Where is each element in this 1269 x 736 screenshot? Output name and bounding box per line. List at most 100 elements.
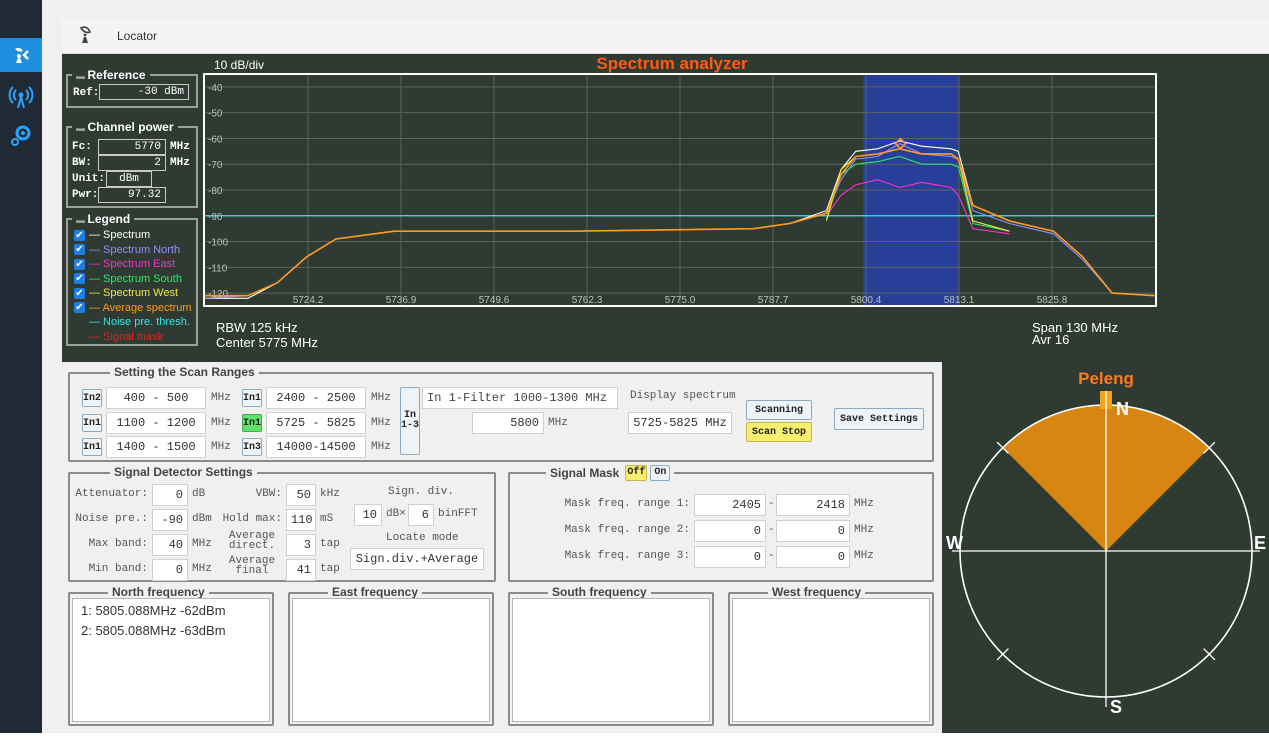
- fc-unit: MHz: [170, 141, 190, 153]
- in1-button-4[interactable]: In1: [242, 389, 262, 407]
- y-tick-label: -90: [208, 212, 223, 223]
- mask-range-2-unit: MHz: [854, 524, 874, 536]
- sign-div-bin-field[interactable]: 6: [408, 504, 434, 526]
- spectrum-area: Reference Ref: -30 dBm Channel power Fc:…: [62, 54, 1269, 362]
- attenuator-unit: dB: [192, 488, 206, 500]
- fc-field[interactable]: 5770: [98, 139, 166, 155]
- scan-stop-button[interactable]: Scan Stop: [746, 422, 812, 442]
- legend-item-label: — Spectrum North: [89, 243, 181, 256]
- unit-label: Unit:: [72, 173, 106, 185]
- tab-locator[interactable]: Locator: [117, 29, 158, 43]
- mask-range-3-from[interactable]: 0: [694, 546, 766, 568]
- mask-range-2-from[interactable]: 0: [694, 520, 766, 542]
- sidebar-item-locator[interactable]: [0, 38, 42, 72]
- north-frequency-line-1: 1: 5805.088MHz -62dBm: [81, 603, 226, 618]
- satellite-dish-icon[interactable]: [76, 24, 98, 48]
- legend-item[interactable]: — Signal mask: [74, 330, 163, 344]
- unit-field[interactable]: dBm: [106, 171, 152, 187]
- legend-item[interactable]: ✔ — Spectrum West: [74, 286, 178, 300]
- mhz-5: MHz: [371, 417, 391, 429]
- in-1-3-line1: In: [403, 410, 416, 421]
- sidebar-item-settings[interactable]: [0, 118, 42, 152]
- x-tick-label: 5749.6: [479, 295, 510, 306]
- east-frequency-textarea[interactable]: [292, 598, 490, 722]
- signal-mask-box: Signal Mask Off On Mask freq. range 1: 2…: [508, 465, 934, 582]
- mask-on-button[interactable]: On: [650, 465, 671, 481]
- in2-button-1[interactable]: In2: [82, 389, 102, 407]
- bw-field[interactable]: 2: [98, 155, 166, 171]
- locate-mode-label: Locate mode: [386, 532, 459, 544]
- display-spectrum-field[interactable]: 5725-5825 MHz: [628, 412, 732, 434]
- series-line: [204, 147, 1157, 297]
- save-settings-button[interactable]: Save Settings: [834, 408, 924, 430]
- scan-range-5[interactable]: 5725 - 5825: [266, 412, 366, 434]
- tab-bar: Locator: [62, 18, 1269, 54]
- west-frequency-textarea[interactable]: [732, 598, 930, 722]
- legend-item[interactable]: ✔ — Average spectrum: [74, 301, 192, 315]
- in1-button-2[interactable]: In1: [82, 414, 102, 432]
- legend-title: Legend: [72, 211, 135, 228]
- avg-final-field[interactable]: 41: [286, 559, 316, 581]
- in1-button-5-active[interactable]: In1: [242, 414, 262, 432]
- ref-value-field[interactable]: -30 dBm: [99, 84, 189, 100]
- legend-item[interactable]: — Noise pre. thresh.: [74, 315, 190, 329]
- scanning-button[interactable]: Scanning: [746, 400, 812, 420]
- checkbox-empty-icon[interactable]: [74, 331, 85, 342]
- legend-item[interactable]: ✔ — Spectrum East: [74, 257, 175, 271]
- sign-div-db-field[interactable]: 10: [354, 504, 382, 526]
- bw-unit: MHz: [170, 157, 190, 169]
- holdmax-unit: mS: [320, 513, 334, 525]
- holdmax-field[interactable]: 110: [286, 509, 316, 531]
- scan-range-1[interactable]: 400 - 500: [106, 387, 206, 409]
- checkbox-empty-icon[interactable]: [74, 317, 85, 328]
- scan-range-6[interactable]: 14000-14500: [266, 436, 366, 458]
- series-line: [825, 155, 1010, 232]
- signal-mask-header: Signal Mask Off On: [546, 465, 675, 481]
- locate-mode-field[interactable]: Sign.div.+Average: [350, 548, 484, 570]
- mask-off-button[interactable]: Off: [625, 465, 648, 481]
- avg-final-label-1: Average: [228, 555, 276, 567]
- compass-tick: [996, 648, 1009, 661]
- sidebar-item-signal[interactable]: [0, 80, 42, 114]
- noise-field[interactable]: -90: [152, 509, 188, 531]
- legend-item[interactable]: ✔ — Spectrum North: [74, 243, 180, 257]
- center-freq-field[interactable]: 5800: [472, 412, 544, 434]
- north-frequency-textarea[interactable]: 1: 5805.088MHz -62dBm 2: 5805.088MHz -63…: [72, 598, 270, 722]
- mask-range-2-to[interactable]: 0: [776, 520, 850, 542]
- north-frequency-title: North frequency: [108, 585, 209, 599]
- peak-marker-icon: [894, 137, 907, 150]
- checkbox-checked-icon[interactable]: ✔: [74, 302, 85, 313]
- in-1-3-button[interactable]: In 1-3: [400, 387, 420, 455]
- in1-button-3[interactable]: In1: [82, 438, 102, 456]
- checkbox-checked-icon[interactable]: ✔: [74, 229, 85, 241]
- checkbox-checked-icon[interactable]: ✔: [74, 287, 85, 299]
- compass-tick: [996, 441, 1009, 454]
- avg-direct-field[interactable]: 3: [286, 534, 316, 556]
- checkbox-checked-icon[interactable]: ✔: [74, 273, 85, 284]
- detector-settings-title: Signal Detector Settings: [110, 465, 257, 479]
- attenuator-field[interactable]: 0: [152, 484, 188, 506]
- checkbox-checked-icon[interactable]: ✔: [74, 244, 85, 255]
- in3-button-6[interactable]: In3: [242, 438, 262, 456]
- scan-range-3[interactable]: 1400 - 1500: [106, 436, 206, 458]
- south-frequency-textarea[interactable]: [512, 598, 710, 722]
- settings-panel: Setting the Scan Ranges In2 400 - 500 MH…: [62, 362, 942, 733]
- pwr-label: Pwr:: [72, 189, 99, 201]
- legend-item-label: — Average spectrum: [89, 301, 192, 314]
- mask-range-1-from[interactable]: 2405: [694, 494, 766, 516]
- checkbox-checked-icon[interactable]: ✔: [74, 258, 85, 270]
- legend-item[interactable]: ✔ — Spectrum: [74, 228, 150, 242]
- filter-field[interactable]: In 1-Filter 1000-1300 MHz: [422, 387, 618, 409]
- scan-range-4[interactable]: 2400 - 2500: [266, 387, 366, 409]
- avg-direct-label-1: Average: [228, 530, 276, 542]
- main-panel: Reference Ref: -30 dBm Channel power Fc:…: [62, 54, 1269, 733]
- mask-range-1-to[interactable]: 2418: [776, 494, 850, 516]
- scan-range-2[interactable]: 1100 - 1200: [106, 412, 206, 434]
- x-tick-label: 5775.0: [665, 295, 696, 306]
- mask-range-3-to[interactable]: 0: [776, 546, 850, 568]
- vbw-field[interactable]: 50: [286, 484, 316, 506]
- avg-direct-unit: tap: [320, 538, 340, 550]
- minband-field[interactable]: 0: [152, 559, 188, 581]
- maxband-field[interactable]: 40: [152, 534, 188, 556]
- legend-item[interactable]: ✔ — Spectrum South: [74, 272, 182, 286]
